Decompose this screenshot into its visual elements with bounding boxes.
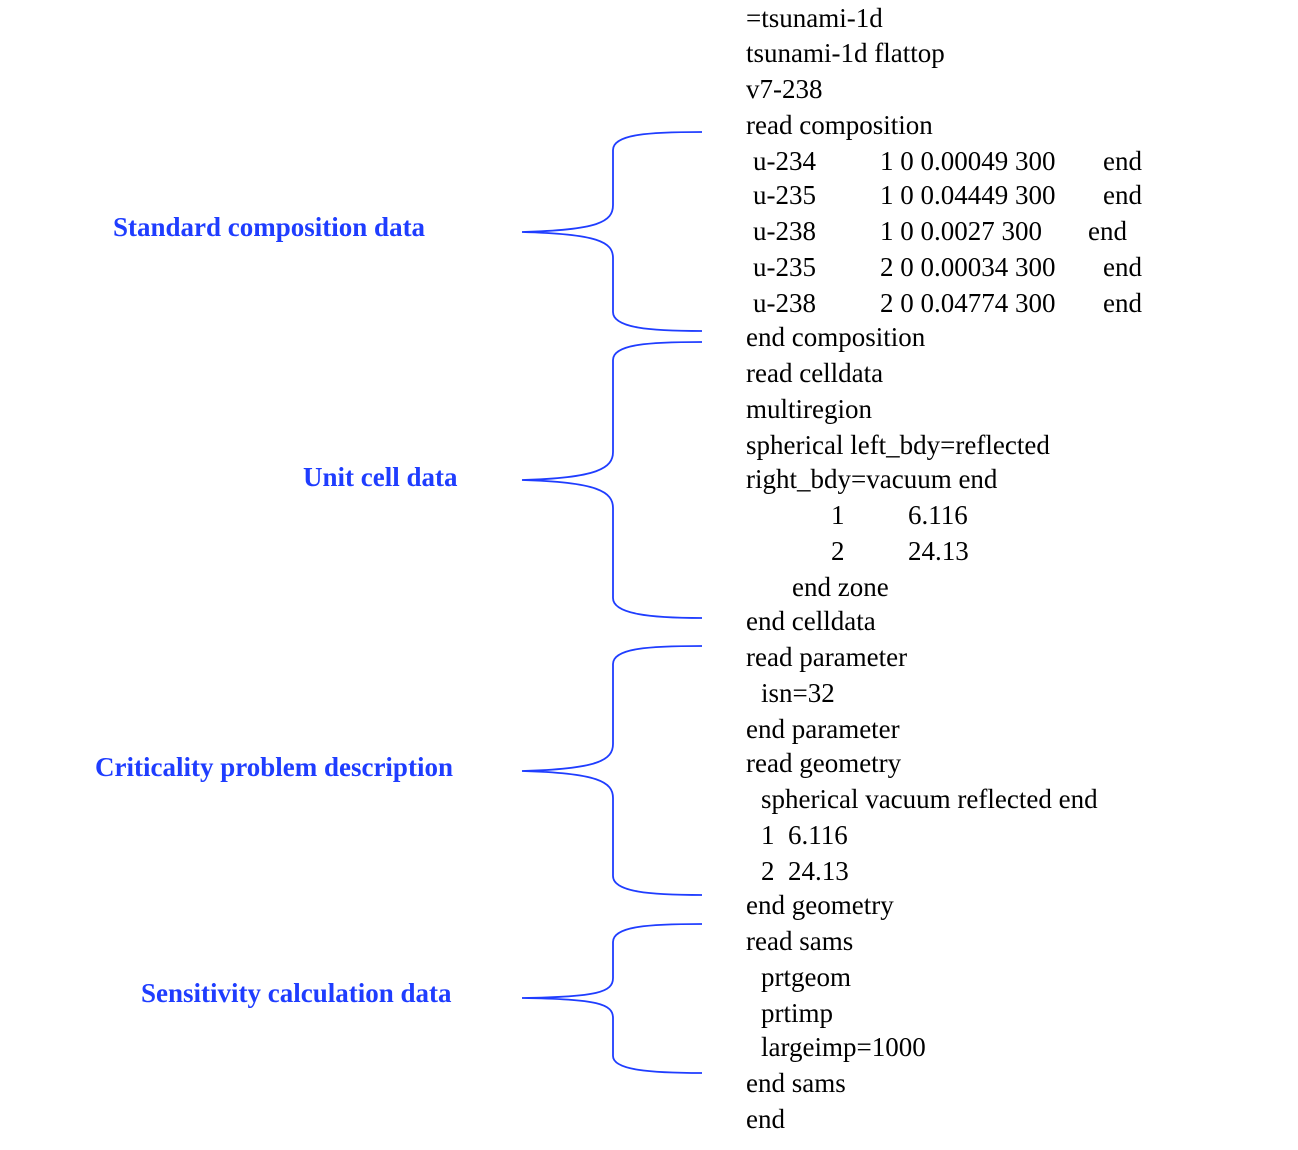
label-sensitivity-calculation-data: Sensitivity calculation data [141,978,452,1008]
zone-row: 1 6.116 [746,502,1006,532]
composition-row: u-235 1 0 0.04449 300 end [746,182,1166,212]
composition-values: 2 0 0.04774 300 [880,288,1056,318]
code-line-read-composition: read composition [746,110,933,140]
label-unit-cell-data: Unit cell data [303,462,458,492]
composition-values: 1 0 0.0027 300 [880,216,1042,246]
composition-nuclide: u-238 [753,216,816,246]
composition-values: 1 0 0.04449 300 [880,180,1056,210]
label-criticality-problem-description: Criticality problem description [95,752,453,782]
code-line-geometry-zone-2: 2 24.13 [761,856,849,886]
composition-nuclide: u-234 [753,146,816,176]
composition-row: u-238 1 0 0.0027 300 end [746,218,1166,248]
code-line-title-tag: =tsunami-1d [746,3,883,33]
code-line-geometry-type: spherical vacuum reflected end [761,784,1098,814]
code-line-end: end [746,1104,785,1134]
code-line-left-boundary: spherical left_bdy=reflected [746,430,1050,460]
code-line-prtgeom: prtgeom [761,962,851,992]
brace-sensitivity [521,923,703,1074]
composition-end: end [1088,216,1127,246]
zone-id: 1 [831,500,845,530]
zone-id: 2 [831,536,845,566]
code-line-read-celldata: read celldata [746,358,884,388]
code-line-end-parameter: end parameter [746,714,900,744]
composition-end: end [1103,252,1142,282]
composition-row: u-234 1 0 0.00049 300 end [746,148,1166,178]
code-line-title: tsunami-1d flattop [746,38,945,68]
code-line-read-parameter: read parameter [746,642,908,672]
code-line-read-geometry: read geometry [746,748,902,778]
composition-nuclide: u-235 [753,180,816,210]
brace-celldata [521,341,703,619]
brace-composition [521,131,703,332]
code-line-end-zone: end zone [792,572,889,602]
composition-row: u-235 2 0 0.00034 300 end [746,254,1166,284]
composition-end: end [1103,146,1142,176]
code-line-geometry-zone-1: 1 6.116 [761,820,848,850]
composition-nuclide: u-238 [753,288,816,318]
composition-values: 1 0 0.00049 300 [880,146,1056,176]
code-line-largeimp: largeimp=1000 [761,1032,926,1062]
code-line-isn: isn=32 [761,678,835,708]
composition-row: u-238 2 0 0.04774 300 end [746,290,1166,320]
code-line-right-boundary: right_bdy=vacuum end [746,464,998,494]
code-line-multiregion: multiregion [746,394,872,424]
code-line-library: v7-238 [746,74,823,104]
composition-end: end [1103,180,1142,210]
code-line-prtimp: prtimp [761,998,833,1028]
code-line-end-composition: end composition [746,322,926,352]
code-line-read-sams: read sams [746,926,854,956]
composition-nuclide: u-235 [753,252,816,282]
zone-radius: 24.13 [908,536,969,566]
code-line-end-celldata: end celldata [746,606,876,636]
composition-values: 2 0 0.00034 300 [880,252,1056,282]
label-standard-composition-data: Standard composition data [113,212,426,242]
composition-end: end [1103,288,1142,318]
brace-criticality [521,645,703,896]
code-line-end-geometry: end geometry [746,890,894,920]
code-line-end-sams: end sams [746,1068,846,1098]
zone-radius: 6.116 [908,500,968,530]
zone-row: 2 24.13 [746,538,1006,568]
